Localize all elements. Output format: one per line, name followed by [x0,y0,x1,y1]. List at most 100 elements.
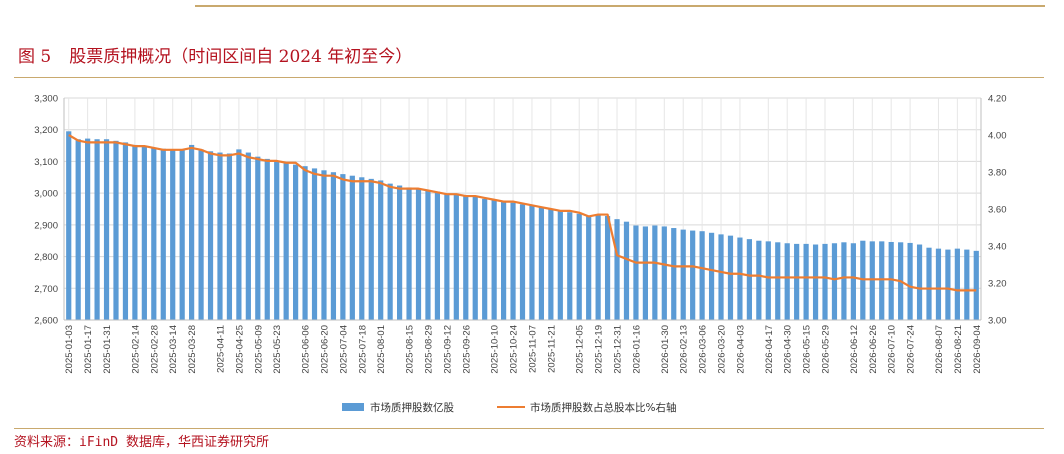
x-tick-label: 2025-09-26 [461,325,472,374]
x-tick-label: 2025-03-28 [187,325,198,374]
bar [586,215,592,320]
bar [831,243,838,320]
bar [311,168,318,320]
bar [907,242,913,320]
bar [453,194,459,320]
x-tick-label: 2025-04-25 [234,325,245,374]
bar [850,243,856,320]
x-tick-label: 2025-04-11 [215,325,226,373]
bar [529,205,535,320]
bar [264,158,270,320]
bar [245,152,251,320]
x-tick-label: 2025-12-05 [575,325,586,374]
bar [472,196,478,320]
bar [803,243,809,320]
legend-label-bar: 市场质押股数亿股 [370,401,454,414]
bar [727,235,734,320]
bar [151,147,157,320]
bar [500,201,507,320]
x-tick-label: 2025-01-17 [83,325,94,374]
bar [141,146,147,320]
bar [604,215,611,320]
y-left-tick-label: 2,900 [34,220,58,231]
bar [75,139,81,320]
bar [633,225,639,320]
y-left-tick-label: 3,000 [34,189,58,200]
bar [595,215,601,320]
x-tick-label: 2025-12-19 [594,325,605,374]
x-tick-label: 2026-06-26 [868,325,879,374]
bar [170,149,176,320]
bar [283,163,289,320]
bar [94,139,100,320]
bar [160,148,166,320]
legend-swatch-bar [342,403,364,411]
x-tick-label: 2025-03-14 [168,325,179,374]
x-tick-label: 2025-10-24 [509,325,520,374]
axes: 2,600 2,700 2,800 2,900 3,000 3,100 3,200 3,300… [34,94,1006,374]
line-path [68,134,977,292]
bar [775,242,781,320]
x-tick-label: 2026-01-16 [631,325,642,374]
source-note: 资料来源：iFinD 数据库，华西证券研究所 [14,435,269,450]
bar [236,149,242,320]
x-tick-label: 2025-06-20 [319,325,330,374]
x-tick-label: 2026-04-03 [735,325,746,374]
y-right-tick-label: 3.80 [988,168,1007,179]
bar [888,241,894,320]
legend: 市场质押股数亿股 市场质押股数占总股本比%右轴 [342,401,676,414]
bar [812,244,819,320]
bar [434,191,441,320]
bar [822,243,828,320]
bar [189,144,195,320]
figure-title: 图 5 股票质押概况（时间区间自 2024 年初至今） [18,42,412,67]
bar [519,204,526,320]
bar [330,172,337,320]
bar [321,170,327,320]
bar [718,234,724,320]
x-tick-label: 2026-04-30 [783,325,794,374]
x-tick-label: 2026-05-15 [802,325,813,374]
bar [255,156,261,320]
bar [510,202,516,320]
y-right-tick-label: 3.00 [988,316,1007,327]
bar [368,178,374,320]
bar [122,142,129,320]
y-right-tick-label: 4.00 [988,131,1007,142]
line-series [68,134,977,292]
x-tick-label: 2026-04-17 [764,325,775,374]
x-tick-label: 2026-07-10 [887,325,898,374]
bar [765,241,771,320]
bar [671,228,677,320]
bar [661,226,667,320]
bar [964,249,970,320]
bar [926,247,932,320]
x-tick-label: 2025-02-28 [149,325,160,374]
bar [85,138,91,320]
bar [737,237,743,320]
bar [491,200,497,320]
bar [274,161,280,320]
y-left-tick-label: 2,800 [34,252,58,263]
x-tick-label: 2025-07-18 [357,325,368,374]
bar [226,153,233,320]
bar [207,151,214,320]
top-decorative-rule [195,5,1045,7]
x-tick-label: 2025-08-29 [423,325,434,374]
x-tick-label: 2026-03-20 [717,325,728,374]
bar [349,175,355,320]
x-tick-label: 2025-11-07 [527,325,538,373]
bar [954,248,960,320]
bar [387,183,393,320]
bar [415,188,422,320]
x-tick-label: 2026-05-29 [821,325,832,374]
x-tick-label: 2026-09-04 [972,325,983,374]
bar [397,185,403,320]
bar [179,149,185,320]
y-left-tick-label: 2,700 [34,284,58,295]
x-tick-label: 2025-05-09 [253,325,264,374]
y-left-tick-label: 3,200 [34,125,58,136]
y-left-tick-label: 3,100 [34,157,58,168]
bar [869,241,875,320]
x-tick-label: 2025-11-21 [546,325,557,373]
